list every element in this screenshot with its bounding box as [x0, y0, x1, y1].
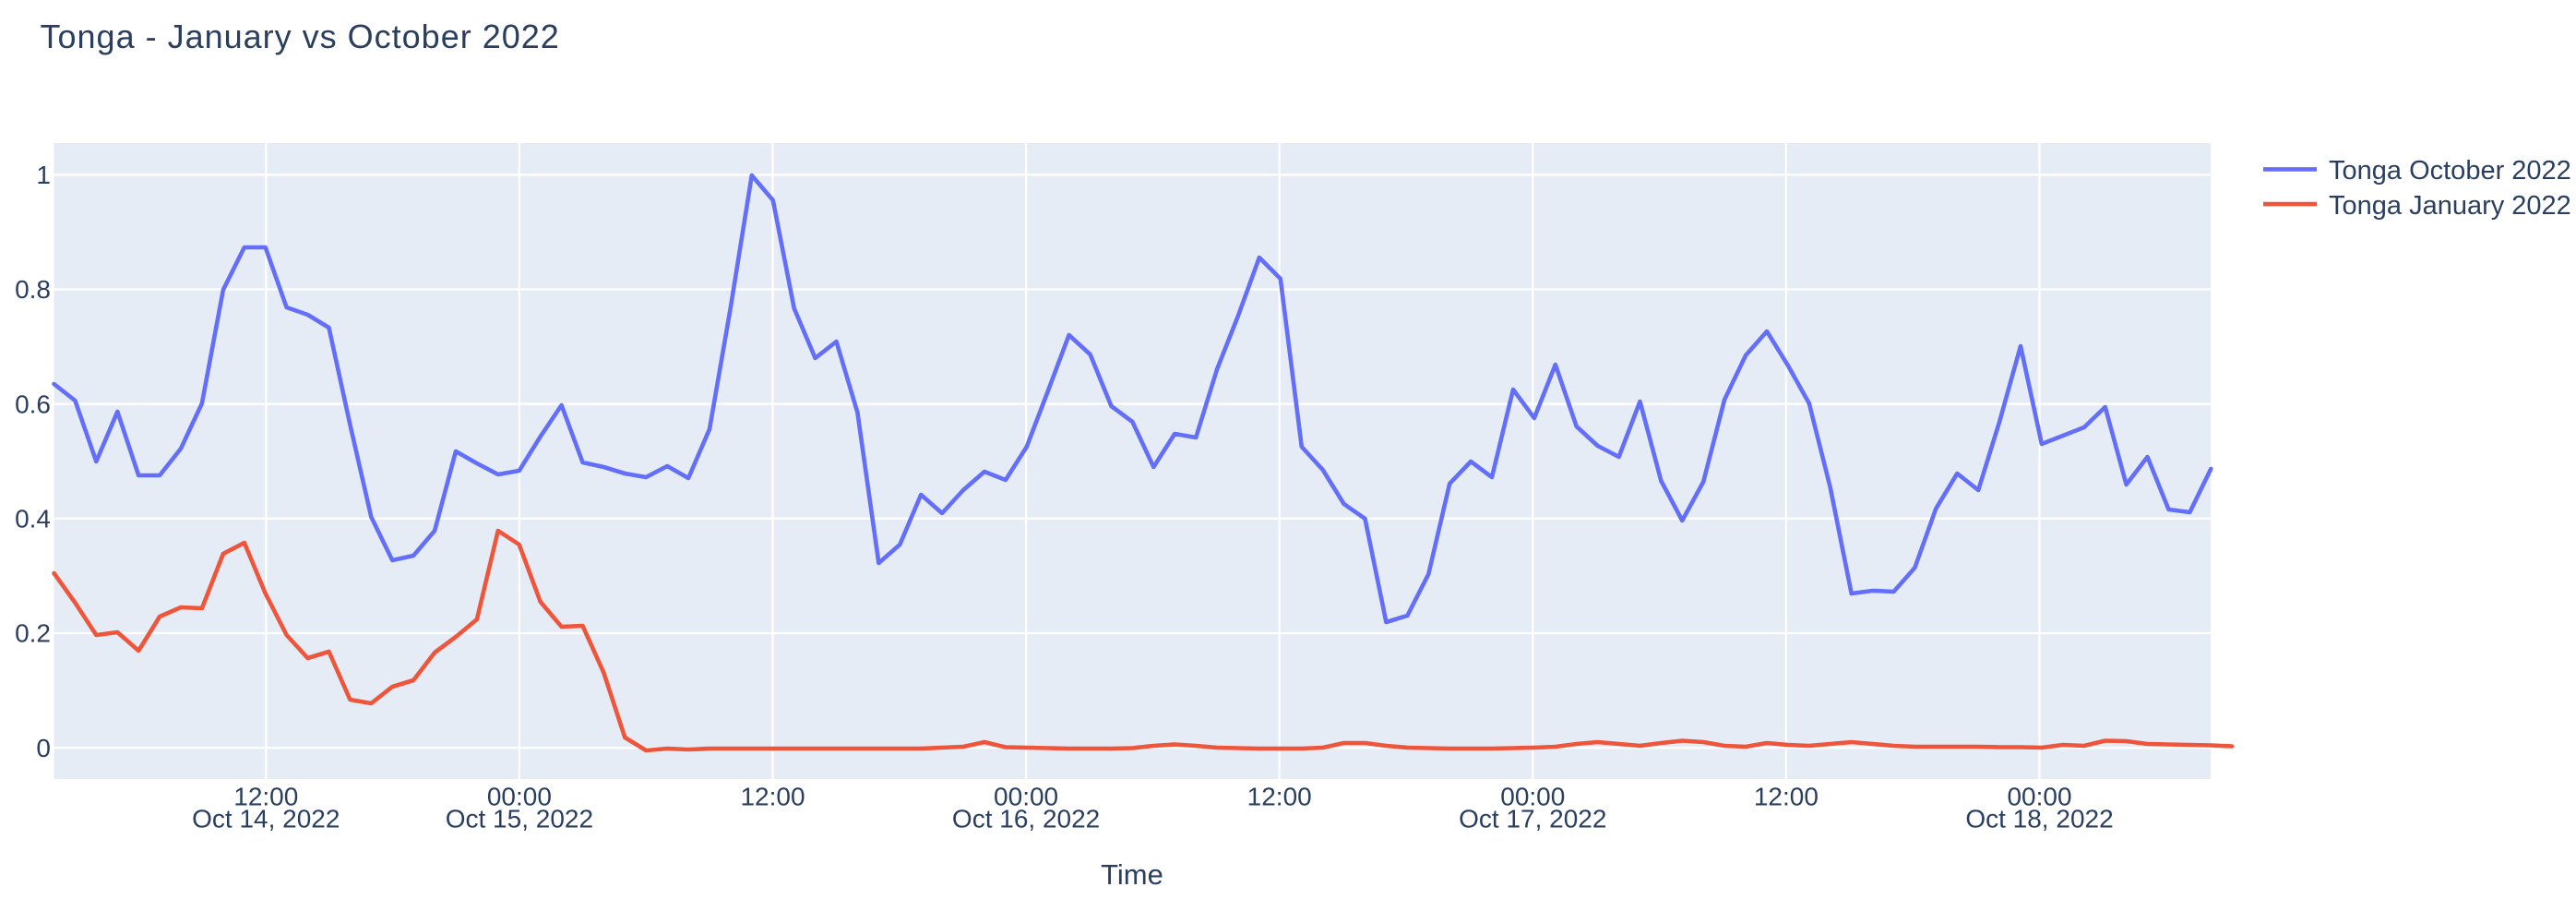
svg-text:00:00: 00:00	[2007, 783, 2071, 811]
svg-text:Oct 14, 2022: Oct 14, 2022	[192, 805, 340, 833]
svg-text:00:00: 00:00	[487, 783, 552, 811]
svg-text:0.4: 0.4	[15, 505, 51, 533]
svg-text:0.2: 0.2	[15, 619, 51, 648]
svg-text:Oct 16, 2022: Oct 16, 2022	[952, 805, 1100, 833]
svg-text:00:00: 00:00	[1500, 783, 1565, 811]
svg-text:Oct 18, 2022: Oct 18, 2022	[1965, 805, 2113, 833]
svg-text:12:00: 12:00	[233, 783, 298, 811]
svg-text:1: 1	[36, 161, 51, 189]
svg-text:00:00: 00:00	[994, 783, 1058, 811]
svg-text:Time: Time	[1101, 858, 1163, 891]
svg-text:Oct 17, 2022: Oct 17, 2022	[1459, 805, 1606, 833]
svg-text:Tonga October 2022: Tonga October 2022	[2329, 156, 2571, 186]
svg-text:Tonga January 2022: Tonga January 2022	[2329, 191, 2571, 221]
svg-text:Tonga - January vs October 202: Tonga - January vs October 2022	[41, 18, 560, 55]
svg-text:12:00: 12:00	[1247, 783, 1312, 811]
svg-text:Oct 15, 2022: Oct 15, 2022	[446, 805, 593, 833]
svg-text:0: 0	[36, 734, 51, 762]
svg-text:0.8: 0.8	[15, 275, 51, 304]
svg-text:12:00: 12:00	[740, 783, 805, 811]
svg-text:0.6: 0.6	[15, 390, 51, 418]
svg-text:12:00: 12:00	[1754, 783, 1819, 811]
